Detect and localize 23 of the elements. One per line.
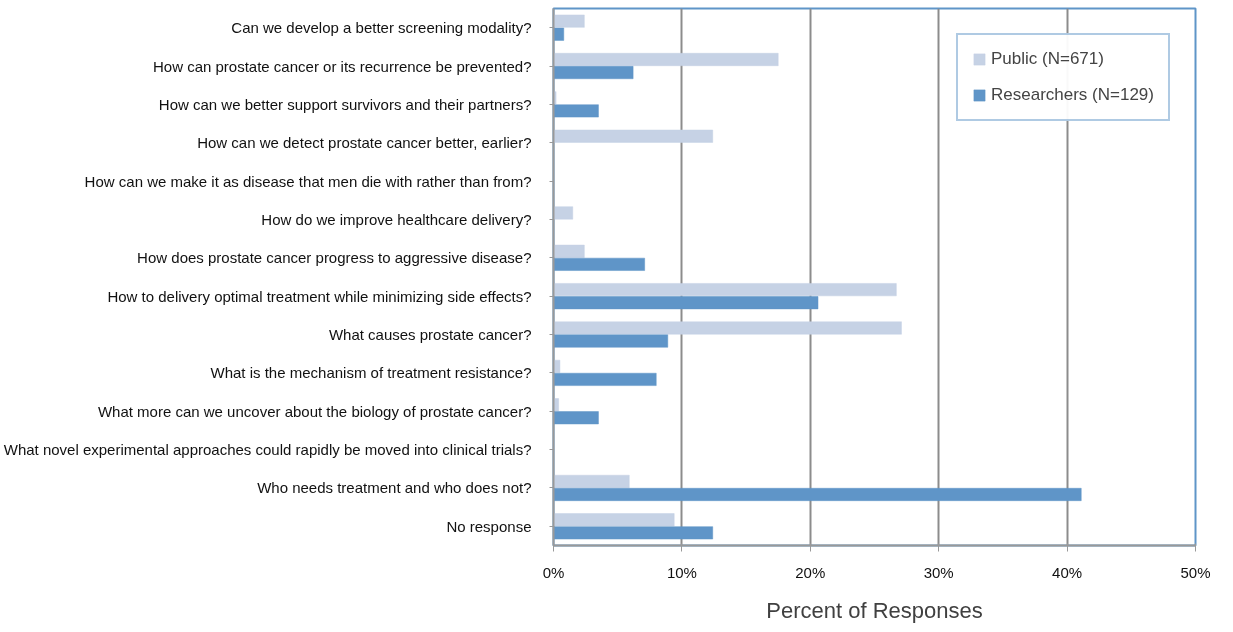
y-tick-label: How can we detect prostate cancer better, earlier? bbox=[197, 134, 532, 152]
y-tick-label: Who needs treatment and who does not? bbox=[257, 479, 532, 497]
y-tick-label: How can we better support survivors and their partners? bbox=[158, 95, 532, 113]
y-tick-label: How do we improve healthcare delivery? bbox=[261, 210, 532, 228]
y-tick-label: How does prostate cancer progress to aggressive disease? bbox=[137, 249, 532, 267]
x-tick-label: 50% bbox=[1180, 563, 1211, 581]
y-tick-label: What is the mechanism of treatment resistance? bbox=[210, 364, 532, 382]
x-axis-title: Percent of Responses bbox=[766, 597, 983, 623]
y-tick-label: No response bbox=[446, 517, 532, 535]
x-tick-label: 0% bbox=[542, 563, 565, 581]
y-tick-label: How can prostate cancer or its recurrence be prevented? bbox=[152, 57, 532, 75]
y-tick-label: Can we develop a better screening modality? bbox=[231, 19, 532, 37]
x-tick-label: 40% bbox=[1052, 563, 1083, 581]
x-tick-label: 10% bbox=[666, 563, 697, 581]
x-tick-label: 20% bbox=[795, 563, 826, 581]
y-tick-label: What causes prostate cancer? bbox=[328, 326, 532, 344]
x-tick-label: 30% bbox=[923, 563, 954, 581]
legend-label: Researchers (N=129) bbox=[991, 85, 1154, 105]
y-tick-label: What more can we uncover about the biology of prostate cancer? bbox=[97, 402, 532, 420]
y-tick-label: How can we make it as disease that men die with rather than from? bbox=[84, 172, 532, 190]
y-tick-label: What novel experimental approaches could rapidly be moved into clinical trials? bbox=[3, 441, 532, 459]
y-tick-label: How to delivery optimal treatment while minimizing side effects? bbox=[107, 287, 532, 305]
legend-label: Public (N=671) bbox=[991, 49, 1104, 69]
